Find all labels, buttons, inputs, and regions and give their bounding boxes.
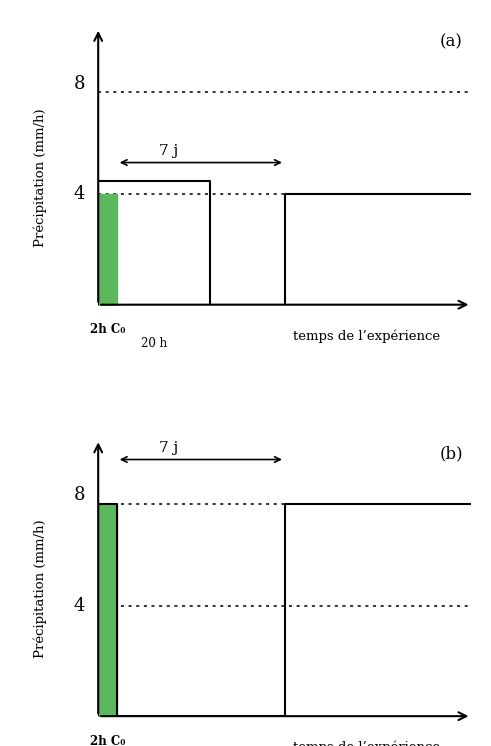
Text: Précipitation (mm/h): Précipitation (mm/h) bbox=[33, 108, 47, 246]
Text: 8: 8 bbox=[74, 75, 85, 93]
Text: 7 j: 7 j bbox=[159, 441, 178, 454]
Text: 8: 8 bbox=[74, 486, 85, 504]
Text: 2h C₀: 2h C₀ bbox=[90, 324, 125, 336]
Text: temps de l’expérience: temps de l’expérience bbox=[293, 330, 440, 343]
Text: 2h C₀: 2h C₀ bbox=[90, 735, 125, 746]
Text: 20 h: 20 h bbox=[141, 337, 167, 351]
Text: temps de l’expérience: temps de l’expérience bbox=[293, 741, 440, 746]
Text: 4: 4 bbox=[74, 597, 85, 615]
Text: (a): (a) bbox=[439, 34, 463, 51]
Text: 7 j: 7 j bbox=[159, 143, 178, 157]
Text: (b): (b) bbox=[439, 445, 464, 463]
Text: Précipitation (mm/h): Précipitation (mm/h) bbox=[33, 519, 47, 658]
Text: 4: 4 bbox=[74, 185, 85, 204]
